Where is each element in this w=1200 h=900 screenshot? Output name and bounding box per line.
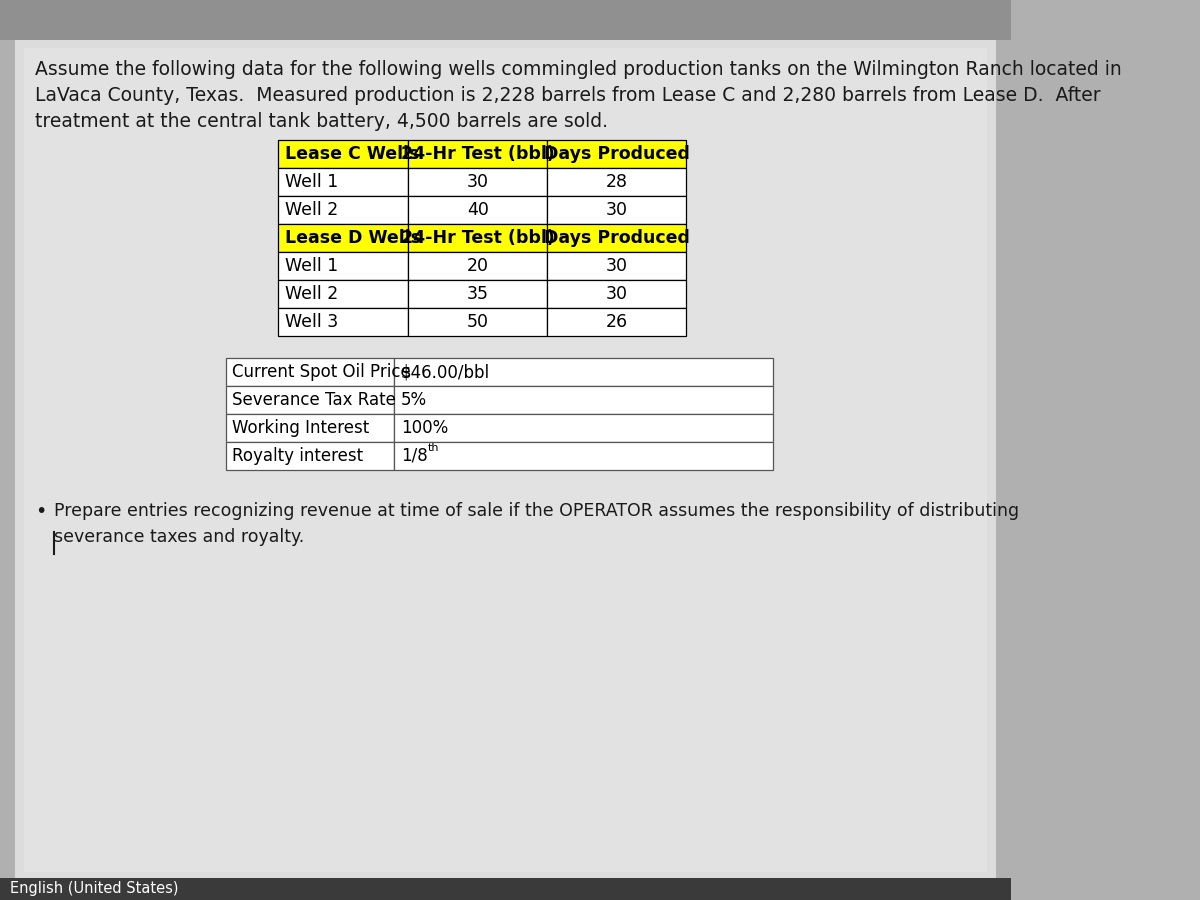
Text: 24-Hr Test (bbl): 24-Hr Test (bbl) <box>401 145 554 163</box>
Bar <box>408 168 547 196</box>
Bar <box>226 358 394 386</box>
Text: Well 3: Well 3 <box>284 313 338 331</box>
Bar <box>408 196 547 224</box>
Text: 30: 30 <box>606 257 628 275</box>
Text: Working Interest: Working Interest <box>233 419 370 437</box>
Text: 1/8: 1/8 <box>401 447 427 465</box>
Bar <box>547 280 686 308</box>
Text: $46.00/bbl: $46.00/bbl <box>401 363 490 381</box>
Bar <box>278 280 408 308</box>
Text: Days Produced: Days Produced <box>544 229 690 247</box>
Text: Well 1: Well 1 <box>284 173 338 191</box>
Bar <box>408 280 547 308</box>
Text: Well 2: Well 2 <box>284 201 338 219</box>
Text: 35: 35 <box>467 285 488 303</box>
Bar <box>408 308 547 336</box>
Bar <box>0 0 1010 40</box>
Text: th: th <box>428 443 439 453</box>
Bar <box>278 196 408 224</box>
Bar <box>547 168 686 196</box>
Bar <box>547 308 686 336</box>
Text: Days Produced: Days Produced <box>544 145 690 163</box>
Bar <box>408 224 547 252</box>
Text: •: • <box>35 502 47 521</box>
Bar <box>547 252 686 280</box>
Text: severance taxes and royalty.: severance taxes and royalty. <box>54 528 304 546</box>
Bar <box>394 358 773 386</box>
Bar <box>278 224 408 252</box>
Text: 30: 30 <box>467 173 488 191</box>
Bar <box>278 252 408 280</box>
Bar <box>547 224 686 252</box>
Text: LaVaca County, Texas.  Measured production is 2,228 barrels from Lease C and 2,2: LaVaca County, Texas. Measured productio… <box>35 86 1100 105</box>
Text: Lease C Wells: Lease C Wells <box>284 145 419 163</box>
Bar <box>394 414 773 442</box>
Bar <box>226 386 394 414</box>
Bar <box>226 414 394 442</box>
Bar <box>278 308 408 336</box>
Bar <box>547 140 686 168</box>
Bar <box>408 252 547 280</box>
Text: 20: 20 <box>467 257 488 275</box>
Bar <box>547 196 686 224</box>
Bar <box>394 386 773 414</box>
Text: Prepare entries recognizing revenue at time of sale if the OPERATOR assumes the : Prepare entries recognizing revenue at t… <box>54 502 1019 520</box>
Text: Severance Tax Rate: Severance Tax Rate <box>233 391 396 409</box>
Text: 28: 28 <box>606 173 628 191</box>
Text: 24-Hr Test (bbl): 24-Hr Test (bbl) <box>401 229 554 247</box>
Bar <box>394 442 773 470</box>
Text: Well 2: Well 2 <box>284 285 338 303</box>
Text: 30: 30 <box>606 285 628 303</box>
Text: treatment at the central tank battery, 4,500 barrels are sold.: treatment at the central tank battery, 4… <box>35 112 608 131</box>
Text: 5%: 5% <box>401 391 427 409</box>
Bar <box>0 878 1010 900</box>
Text: Well 1: Well 1 <box>284 257 338 275</box>
Text: 40: 40 <box>467 201 488 219</box>
Text: 50: 50 <box>467 313 488 331</box>
Text: Assume the following data for the following wells commingled production tanks on: Assume the following data for the follow… <box>35 60 1122 79</box>
Text: Royalty interest: Royalty interest <box>233 447 364 465</box>
Bar <box>278 140 408 168</box>
Text: Lease D Wells: Lease D Wells <box>284 229 421 247</box>
Text: 30: 30 <box>606 201 628 219</box>
Text: Current Spot Oil Price: Current Spot Oil Price <box>233 363 412 381</box>
Bar <box>408 140 547 168</box>
Text: 100%: 100% <box>401 419 448 437</box>
Text: English (United States): English (United States) <box>10 881 179 896</box>
Bar <box>226 442 394 470</box>
Bar <box>278 168 408 196</box>
Text: 26: 26 <box>606 313 628 331</box>
